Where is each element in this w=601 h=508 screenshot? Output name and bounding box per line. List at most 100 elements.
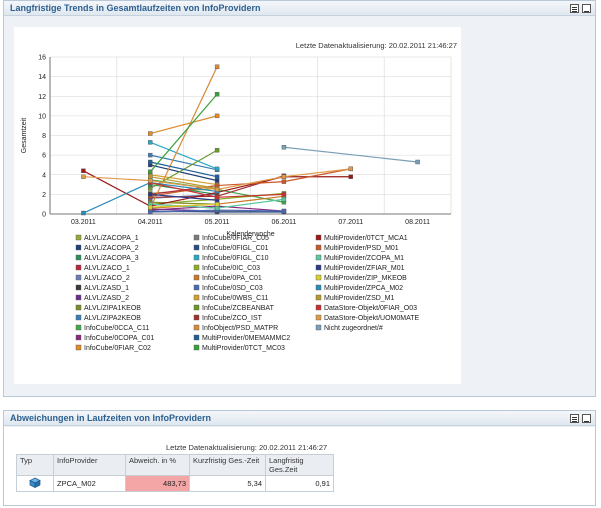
legend-label: ALVL/ZACO_2 (84, 275, 130, 282)
data-point (81, 174, 86, 179)
series-line (149, 93, 218, 173)
legend-label: InfoCube/0FIGL_C10 (202, 255, 269, 262)
data-point (148, 186, 153, 191)
chart-last-update: Letzte Datenaktualisierung: 20.02.2011 2… (295, 41, 457, 50)
trends-panel: Langfristige Trends in Gesamtlaufzeiten … (3, 0, 596, 397)
y-tick-label: 2 (42, 192, 46, 199)
legend-swatch (315, 314, 322, 321)
data-point (148, 174, 153, 179)
data-point (148, 152, 153, 158)
legend-label: DataStore-Objekt/UOM0MATE (324, 315, 420, 322)
x-tick-label: 05.2011 (205, 219, 230, 226)
legend-swatch (193, 284, 200, 291)
legend-label: Nicht zugeordnet/# (324, 325, 383, 332)
legend-label: ALVL/ZASD_1 (84, 285, 129, 292)
data-point (281, 197, 287, 202)
legend-label: InfoCube/0FIAR_C02 (84, 345, 151, 352)
trend-chart: 0 2 4 6 8 10 12 14 16 03.2011 04.2011 05.2011 06.201… (21, 55, 452, 352)
legend-swatch (315, 324, 322, 331)
x-tick-label: 07.2011 (338, 219, 363, 226)
data-point (214, 92, 220, 97)
y-tick-label: 6 (42, 153, 46, 160)
legend-swatch (75, 234, 82, 241)
x-tick-label: 04.2011 (138, 219, 163, 226)
data-point (281, 145, 287, 150)
legend-swatch (193, 324, 200, 331)
data-point (214, 64, 220, 70)
legend-label: ALVL/ZASD_2 (84, 295, 129, 302)
table-row[interactable]: ZPCA_M02 483,73 5,34 0,91 (16, 475, 334, 492)
y-tick-label: 0 (42, 212, 46, 219)
data-point (148, 192, 153, 197)
trends-panel-body: Letzte Datenaktualisierung: 20.02.2011 2… (4, 17, 595, 396)
y-axis-label: Gesamtzeit (21, 118, 28, 153)
data-point (348, 166, 353, 172)
long-term-cell: 0,91 (265, 475, 334, 492)
legend-swatch (315, 254, 322, 261)
legend-label: MultiProvider/PSD_M01 (324, 245, 399, 252)
y-tick-label: 16 (38, 55, 46, 62)
legend-swatch (75, 284, 82, 291)
deviation-panel: Abweichungen in Laufzeiten von InfoProvi… (3, 410, 596, 506)
series-line (150, 174, 218, 186)
legend-label: MultiProvider/ZFIAR_M01 (324, 265, 405, 272)
y-tick-label: 12 (38, 94, 46, 101)
legend-swatch (193, 344, 200, 351)
short-term-cell: 5,34 (189, 475, 266, 492)
table-header-row: Typ InfoProvider Abweich. in % Kurzfrist… (16, 454, 334, 476)
x-tick-label: 06.2011 (272, 219, 297, 226)
col-header-deviation[interactable]: Abweich. in % (125, 454, 190, 476)
x-tick-label: 03.2011 (71, 219, 96, 226)
series-line (150, 161, 218, 178)
legend-swatch (75, 274, 82, 281)
data-point (148, 169, 153, 175)
trends-panel-title: Langfristige Trends in Gesamtlaufzeiten … (10, 3, 261, 13)
data-point (148, 131, 153, 136)
col-header-type[interactable]: Typ (16, 454, 54, 476)
provider-cell: ZPCA_M02 (53, 475, 126, 492)
data-point (148, 178, 153, 183)
legend-swatch (193, 274, 200, 281)
y-tick-label: 10 (38, 113, 46, 120)
series-line (150, 176, 218, 190)
col-header-provider[interactable]: InfoProvider (53, 454, 126, 476)
data-point (281, 192, 287, 197)
legend-swatch (315, 234, 322, 241)
trends-panel-header: Langfristige Trends in Gesamtlaufzeiten … (4, 1, 595, 16)
legend-swatch (75, 314, 82, 321)
deviation-panel-header: Abweichungen in Laufzeiten von InfoProvi… (4, 411, 595, 426)
menu-icon[interactable] (570, 414, 579, 423)
legend-swatch (315, 294, 322, 301)
col-header-short-term[interactable]: Kurzfristig Ges.-Zeit (189, 454, 266, 476)
legend-swatch (75, 344, 82, 351)
table-last-update: Letzte Datenaktualisierung: 20.02.2011 2… (166, 443, 328, 452)
legend-label: InfoCube/0FIAR_C05 (202, 235, 269, 242)
legend-label: InfoCube/0FIGL_C01 (202, 245, 269, 252)
legend-swatch (193, 334, 200, 341)
legend-label: ALVL/ZIPA2KEOB (84, 315, 141, 322)
data-point (148, 159, 153, 165)
deviation-panel-title: Abweichungen in Laufzeiten von InfoProvi… (10, 413, 212, 423)
legend-swatch (75, 244, 82, 251)
legend-swatch (193, 264, 200, 271)
legend-swatch (315, 264, 322, 271)
legend-swatch (315, 284, 322, 291)
legend-label: ALVL/ZIPA1KEOB (84, 305, 141, 312)
menu-icon[interactable] (570, 4, 579, 13)
minimize-icon[interactable] (582, 4, 591, 13)
type-cell[interactable] (16, 475, 54, 492)
data-point (214, 178, 220, 183)
legend-label: InfoCube/0IC_C03 (202, 265, 260, 272)
minimize-icon[interactable] (582, 414, 591, 423)
legend-label: InfoCube/ZCBEANBAT (202, 305, 275, 312)
col-header-long-term[interactable]: Langfristig Ges.Zeit (265, 454, 334, 476)
legend-swatch (75, 294, 82, 301)
legend-label: ALVL/ZACOPA_1 (84, 235, 139, 242)
legend-label: InfoCube/0SD_C03 (202, 285, 263, 292)
legend-label: MultiProvider/ZSD_M1 (324, 295, 395, 302)
x-tick-label: 08.2011 (405, 219, 430, 226)
legend-label: InfoCube/0COPA_C01 (84, 335, 154, 342)
data-point (214, 201, 220, 207)
data-point (214, 195, 220, 200)
data-point (415, 159, 420, 165)
